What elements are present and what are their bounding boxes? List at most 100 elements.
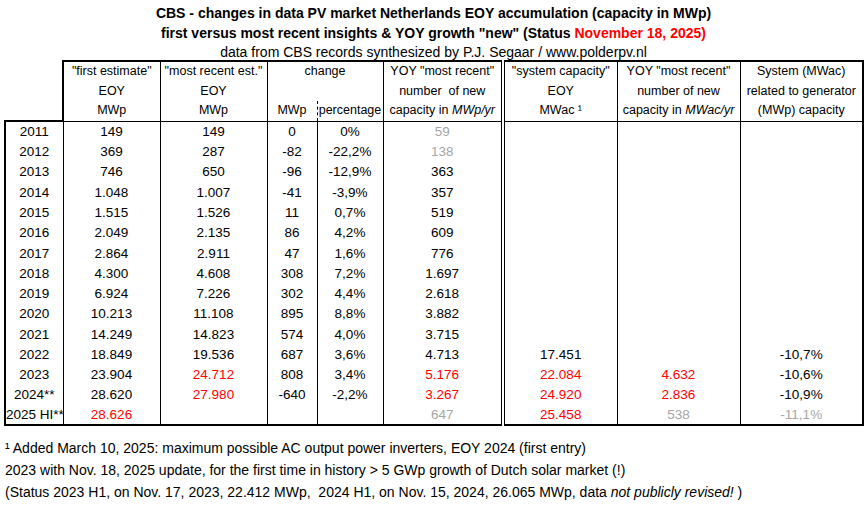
table-row: 2013746650-96-12,9%363 [5, 162, 863, 182]
data-cell: 1.515 [63, 202, 160, 222]
data-cell: 363 [383, 162, 503, 182]
table-row: 201114914900%59 [5, 121, 863, 141]
footnote-1: ¹ Added March 10, 2025: maximum possible… [5, 437, 742, 459]
year-cell: 2021 [5, 324, 63, 344]
data-cell [503, 142, 617, 162]
year-cell: 2016 [5, 223, 63, 243]
data-cell: 1.697 [383, 263, 503, 283]
year-cell: 2024** [5, 385, 63, 405]
data-cell [503, 324, 617, 344]
data-cell: 7,2% [317, 263, 383, 283]
data-cell: 0% [317, 121, 383, 141]
data-cell [317, 405, 383, 425]
col-header-yoy-mwp: YOY "most recent" number of new capacity… [383, 61, 503, 121]
data-cell: -3,9% [317, 182, 383, 202]
data-cell: 22.084 [503, 364, 617, 384]
data-cell: 47 [267, 243, 317, 263]
data-cell [617, 182, 740, 202]
data-cell: 895 [267, 304, 317, 324]
data-cell: -11,1% [740, 405, 863, 425]
data-cell: 746 [63, 162, 160, 182]
data-cell [617, 162, 740, 182]
data-cell [160, 405, 267, 425]
data-cell [740, 243, 863, 263]
table-row: 202114.24914.8235744,0%3.715 [5, 324, 863, 344]
data-cell [617, 283, 740, 303]
table-row: 2024**28.62027.980-640-2,2%3.26724.9202.… [5, 385, 863, 405]
data-cell: 2.911 [160, 243, 267, 263]
data-cell [503, 263, 617, 283]
data-cell [740, 304, 863, 324]
footnotes: ¹ Added March 10, 2025: maximum possible… [5, 437, 742, 503]
year-cell: 2020 [5, 304, 63, 324]
year-cell: 2013 [5, 162, 63, 182]
year-cell: 2022 [5, 344, 63, 364]
data-cell: 302 [267, 283, 317, 303]
year-cell: 2011 [5, 121, 63, 141]
data-cell [617, 202, 740, 222]
col-header-yoy-mwac: YOY "most recent" number of new capacity… [617, 61, 740, 121]
data-cell: 538 [617, 405, 740, 425]
table-row: 202323.90424.7128083,4%5.17622.0844.632-… [5, 364, 863, 384]
table-row: 20184.3004.6083087,2%1.697 [5, 263, 863, 283]
page: CBS - changes in data PV market Netherla… [0, 0, 867, 510]
year-cell: 2015 [5, 202, 63, 222]
data-cell: 0,7% [317, 202, 383, 222]
subtitle-text: first versus most recent insights & YOY … [161, 25, 574, 41]
table-header: "first estimate" EOY MWp "most recent es… [5, 61, 863, 121]
col-header-change-group: change MWp percentage [267, 61, 383, 121]
data-cell: 687 [267, 344, 317, 364]
data-cell: 8,8% [317, 304, 383, 324]
data-cell: 2.836 [617, 385, 740, 405]
table-row: 20196.9247.2263024,4%2.618 [5, 283, 863, 303]
data-cell: 2.618 [383, 283, 503, 303]
data-cell: 14.823 [160, 324, 267, 344]
data-cell: 4.608 [160, 263, 267, 283]
footnote-2: 2023 with Nov. 18, 2025 update, for the … [5, 459, 742, 481]
title-block: CBS - changes in data PV market Netherla… [0, 3, 867, 62]
data-cell [740, 142, 863, 162]
data-cell: 2.135 [160, 223, 267, 243]
data-cell: 369 [63, 142, 160, 162]
data-cell: 2.049 [63, 223, 160, 243]
data-cell [740, 202, 863, 222]
year-cell: 2012 [5, 142, 63, 162]
data-cell: 4,0% [317, 324, 383, 344]
data-cell: 4.300 [63, 263, 160, 283]
data-cell [503, 162, 617, 182]
data-cell: 28.620 [63, 385, 160, 405]
data-cell: 5.176 [383, 364, 503, 384]
data-cell: 11.108 [160, 304, 267, 324]
data-cell: 10.213 [63, 304, 160, 324]
data-cell [503, 243, 617, 263]
data-cell: 24.920 [503, 385, 617, 405]
table-row: 2012369287-82-22,2%138 [5, 142, 863, 162]
data-cell [503, 283, 617, 303]
pv-market-table: "first estimate" EOY MWp "most recent es… [4, 60, 864, 426]
data-cell [740, 162, 863, 182]
year-cell: 2025 HI** [5, 405, 63, 425]
data-cell [617, 344, 740, 364]
data-cell [617, 121, 740, 141]
data-cell: -41 [267, 182, 317, 202]
data-cell: 1.526 [160, 202, 267, 222]
data-cell [740, 263, 863, 283]
data-cell: -2,2% [317, 385, 383, 405]
data-cell: -10,9% [740, 385, 863, 405]
col-header-system-capacity: "system capacity" EOY MWac ¹ [503, 61, 617, 121]
data-cell [617, 142, 740, 162]
year-cell: 2023 [5, 364, 63, 384]
status-date: November 18, 2025) [574, 25, 706, 41]
data-cell: 609 [383, 223, 503, 243]
data-cell: -10,7% [740, 344, 863, 364]
data-cell [740, 283, 863, 303]
data-cell [503, 304, 617, 324]
data-cell [267, 405, 317, 425]
table-row: 20162.0492.135864,2%609 [5, 223, 863, 243]
data-cell: 86 [267, 223, 317, 243]
data-cell: 24.712 [160, 364, 267, 384]
col-header-change-percentage: percentage [317, 101, 383, 121]
data-cell: 27.980 [160, 385, 267, 405]
table-row: 20141.0481.007-41-3,9%357 [5, 182, 863, 202]
data-cell: 3,4% [317, 364, 383, 384]
